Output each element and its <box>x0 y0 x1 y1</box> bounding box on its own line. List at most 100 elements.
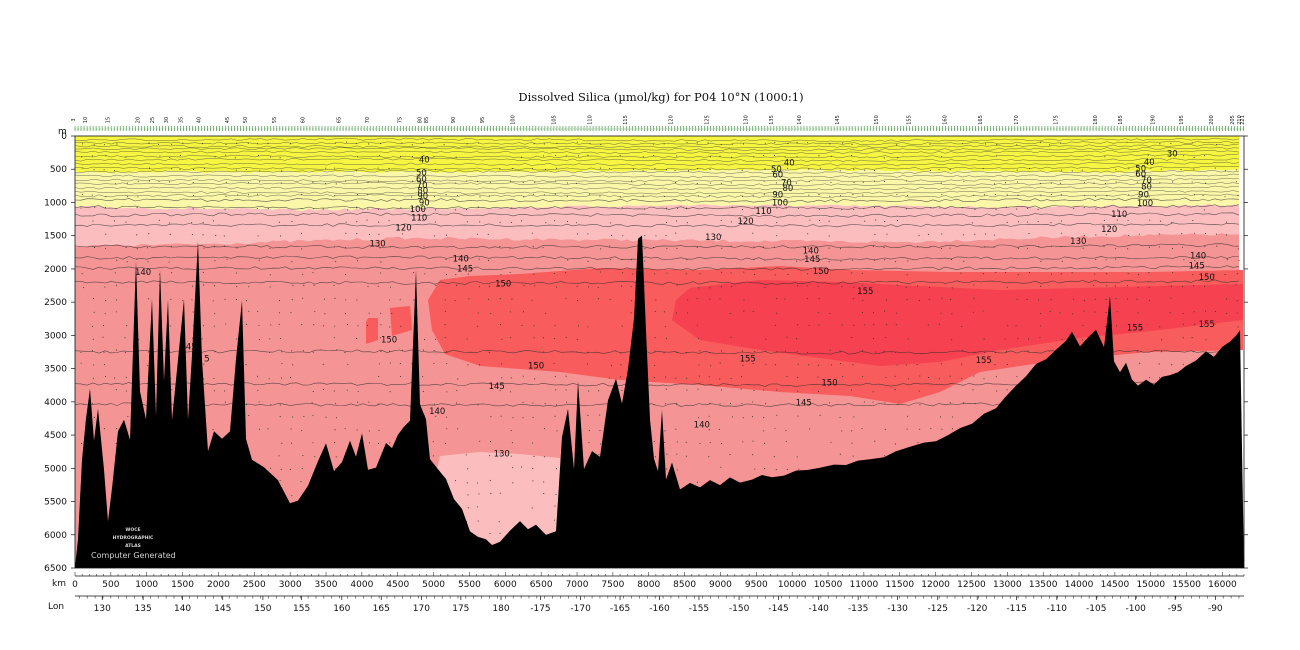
sample-dot <box>884 455 886 457</box>
sample-dot <box>951 313 953 315</box>
sample-dot <box>543 143 545 145</box>
sample-dot <box>719 155 721 157</box>
contour-line <box>75 161 1240 167</box>
sample-dot <box>169 222 171 224</box>
sample-dot <box>927 377 930 379</box>
sample-dot <box>1136 351 1138 353</box>
sample-dot <box>1226 298 1228 300</box>
sample-dot <box>652 247 655 249</box>
sample-dot <box>576 338 578 340</box>
sample-dot <box>1106 273 1108 275</box>
sample-dot <box>248 310 250 312</box>
km-tick-label: 2000 <box>207 580 230 590</box>
sample-dot <box>962 143 964 145</box>
sample-dot <box>368 401 370 403</box>
sample-dot <box>257 155 259 157</box>
sample-dot <box>92 155 94 157</box>
sample-dot <box>1125 206 1127 208</box>
sample-dot <box>687 170 690 172</box>
sample-dot <box>1182 286 1184 288</box>
sample-dot <box>444 299 446 301</box>
sample-dot <box>1027 350 1029 352</box>
sample-dot <box>103 351 105 353</box>
sample-dot <box>665 388 667 390</box>
sample-dot <box>301 194 303 196</box>
sample-dot <box>158 180 160 182</box>
sample-dot <box>82 143 84 145</box>
sample-dot <box>940 363 942 365</box>
sample-dot <box>842 142 844 144</box>
sample-dot <box>553 272 555 274</box>
sample-dot <box>1115 258 1117 260</box>
sample-dot <box>554 220 556 222</box>
sample-dot <box>1216 245 1218 247</box>
sample-dot <box>1116 311 1118 313</box>
sample-dot <box>873 323 875 325</box>
sample-dot <box>839 453 841 455</box>
sample-dot <box>707 142 709 144</box>
sample-dot <box>830 364 832 366</box>
sample-dot <box>555 154 557 157</box>
sample-dot <box>762 246 764 248</box>
sample-dot <box>874 169 876 171</box>
station-number: 100 <box>511 115 517 125</box>
sample-dot <box>1105 299 1107 301</box>
sample-dot <box>928 298 930 301</box>
sample-dot <box>828 235 830 237</box>
sample-dot <box>399 375 401 378</box>
contour-label: 155 <box>976 356 992 366</box>
sample-dot <box>1005 206 1008 208</box>
contour-label: 5 <box>204 355 209 365</box>
sample-dot <box>963 180 965 182</box>
sample-dot <box>743 310 745 312</box>
station-number: 55 <box>272 117 278 123</box>
contour-line <box>75 173 1240 179</box>
sample-dot <box>357 390 359 393</box>
sample-dot <box>764 468 766 470</box>
sample-dot <box>974 208 976 210</box>
sample-dot <box>269 156 271 158</box>
sample-dot <box>941 297 943 299</box>
sample-dot <box>730 402 732 404</box>
sample-dot <box>445 234 448 236</box>
sample-dot <box>784 156 786 158</box>
sample-dot <box>171 389 173 391</box>
sample-dot <box>466 143 468 145</box>
sample-dot <box>115 183 117 185</box>
sample-dot <box>389 391 391 393</box>
sample-dot <box>611 234 613 237</box>
sample-dot <box>501 338 503 340</box>
contour-line <box>75 185 1240 191</box>
sample-dot <box>984 246 986 248</box>
sample-dot <box>797 207 799 210</box>
sample-dot <box>344 428 346 430</box>
sample-dot <box>620 364 622 366</box>
sample-dot <box>413 272 415 274</box>
sample-dot <box>785 207 787 209</box>
sample-dot <box>466 482 468 484</box>
sample-dot <box>885 299 887 301</box>
sample-dot <box>214 260 216 262</box>
sample-dot <box>169 233 171 235</box>
sample-dot <box>983 194 985 196</box>
sample-dot <box>433 403 435 405</box>
sample-dot <box>666 207 668 209</box>
sample-dot <box>333 337 335 339</box>
sample-dot <box>873 180 876 182</box>
sample-dot <box>852 455 854 457</box>
sample-dot <box>1072 298 1074 300</box>
sample-dot <box>545 222 547 224</box>
sample-dot <box>653 440 655 443</box>
sample-dot <box>675 232 677 234</box>
sample-dot <box>532 467 534 469</box>
lon-tick-label: 130 <box>94 604 111 614</box>
sample-dot <box>191 233 193 236</box>
contour-label: 90 <box>1138 191 1149 201</box>
sample-dot <box>334 297 336 299</box>
sample-dot <box>499 532 501 534</box>
sample-dot <box>1171 248 1174 250</box>
sample-dot <box>710 365 712 367</box>
depth-tick-label: 2000 <box>44 265 67 275</box>
sample-dot <box>226 258 228 260</box>
sample-dot <box>192 181 194 184</box>
